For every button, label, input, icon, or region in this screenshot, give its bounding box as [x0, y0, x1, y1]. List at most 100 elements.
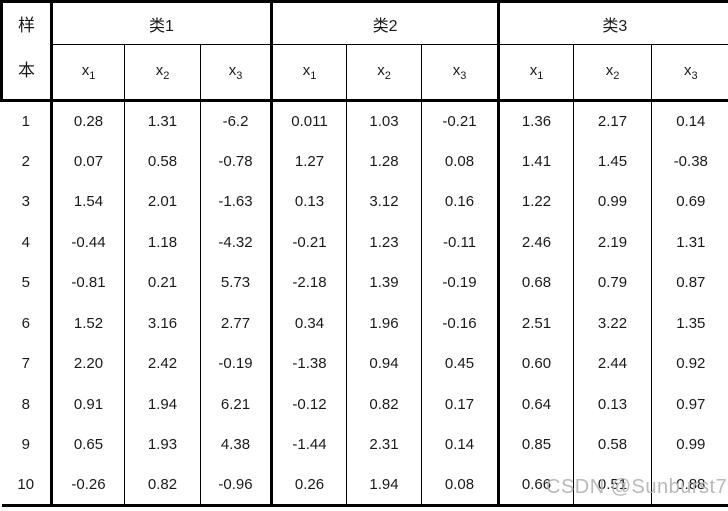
- value-cell: 1.22: [498, 181, 575, 222]
- table-row: 5 -0.81 0.21 5.73 -2.18 1.39 -0.19 0.68 0.79 0.87: [1, 262, 728, 303]
- table-row: 10 -0.26 0.82 -0.96 0.26 1.94 0.08 0.66 0.51 0.88: [1, 465, 728, 506]
- value-cell: 0.65: [51, 424, 125, 465]
- value-cell: -0.81: [51, 262, 125, 303]
- value-cell: 0.58: [124, 141, 201, 182]
- value-cell: 0.94: [346, 343, 423, 384]
- value-cell: 1.94: [346, 465, 423, 506]
- value-cell: 3.16: [124, 303, 201, 344]
- value-cell: 0.99: [573, 181, 653, 222]
- value-cell: 0.85: [498, 424, 575, 465]
- value-cell: 2.20: [51, 343, 125, 384]
- table-row: 8 0.91 1.94 6.21 -0.12 0.82 0.17 0.64 0.13 0.97: [1, 384, 728, 425]
- column-header-x2: x2: [573, 44, 653, 102]
- sample-column-header: 样 本: [0, 1, 53, 102]
- value-cell: -0.78: [200, 141, 274, 182]
- value-cell: 0.87: [676, 274, 706, 292]
- value-cell: 0.17: [421, 384, 501, 425]
- sample-header-char-bottom: 本: [18, 61, 35, 80]
- table-row: 1 0.28 1.31 -6.2 0.011 1.03 -0.21 1.36 2.17 0.14: [1, 100, 728, 141]
- value-cell: 2.42: [124, 343, 201, 384]
- value-cell: -0.96: [200, 465, 274, 506]
- value-cell: 1.31: [124, 100, 201, 141]
- column-header-x3: x3: [651, 44, 728, 102]
- sample-number: 1: [1, 100, 53, 141]
- column-header-x3: x3: [200, 44, 274, 102]
- value-cell: 2.19: [573, 222, 653, 263]
- value-cell: 2.31: [346, 424, 423, 465]
- value-cell: 0.97: [676, 395, 706, 413]
- sample-number: 9: [1, 424, 53, 465]
- value-cell: 0.69: [676, 193, 706, 211]
- group-header-class1: 类1: [51, 1, 274, 46]
- value-cell: 0.82: [346, 384, 423, 425]
- value-cell: 0.91: [51, 384, 125, 425]
- column-header-x1: x1: [498, 44, 575, 102]
- table-row: 7 2.20 2.42 -0.19 -1.38 0.94 0.45 0.60 2.44 0.92: [1, 343, 728, 384]
- value-cell: 1.94: [124, 384, 201, 425]
- value-cell: 1.23: [346, 222, 423, 263]
- value-cell: -6.2: [200, 100, 274, 141]
- header-row-variables: x1 x2 x3 x1 x2 x3 x1 x2 x3: [2, 44, 728, 102]
- sample-number: 7: [1, 343, 53, 384]
- sample-number: 5: [1, 262, 53, 303]
- sample-number: 8: [1, 384, 53, 425]
- column-header-x1: x1: [51, 44, 125, 102]
- value-cell: -0.21: [421, 100, 501, 141]
- value-cell: 0.64: [498, 384, 575, 425]
- value-cell: 0.16: [421, 181, 501, 222]
- value-cell: -1.44: [271, 424, 348, 465]
- value-cell: 1.35: [676, 314, 706, 332]
- value-cell: 1.27: [271, 141, 348, 182]
- value-cell: 0.08: [421, 465, 501, 506]
- group-header-class3: 类3: [498, 1, 728, 46]
- value-cell: -1.63: [200, 181, 274, 222]
- value-cell: 0.13: [573, 384, 653, 425]
- value-cell: -0.19: [200, 343, 274, 384]
- header-row-groups: 样 本 类1 类2 类3: [0, 1, 728, 102]
- value-cell: 0.14: [676, 113, 706, 130]
- value-cell: -0.11: [421, 222, 501, 263]
- value-cell: -0.16: [421, 303, 501, 344]
- value-cell: 0.51: [573, 465, 653, 506]
- value-cell: 0.08: [421, 141, 501, 182]
- value-cell: 2.46: [498, 222, 575, 263]
- value-cell: 1.18: [124, 222, 201, 263]
- table-body: 1 0.28 1.31 -6.2 0.011 1.03 -0.21 1.36 2.17 0.14 2…: [1, 100, 728, 506]
- value-cell: 0.07: [51, 141, 125, 182]
- value-cell: 5.73: [200, 262, 274, 303]
- value-cell: 2.44: [573, 343, 653, 384]
- sample-number: 4: [1, 222, 53, 263]
- value-cell: -4.32: [200, 222, 274, 263]
- sample-number: 2: [1, 141, 53, 182]
- value-cell: 0.58: [573, 424, 653, 465]
- value-cell: 1.28: [346, 141, 423, 182]
- value-cell: 1.45: [573, 141, 653, 182]
- value-cell: 1.03: [346, 100, 423, 141]
- column-header-x1: x1: [271, 44, 348, 102]
- table-row: 4 -0.44 1.18 -4.32 -0.21 1.23 -0.11 2.46 2.19 1.3…: [1, 222, 728, 263]
- value-cell: -0.12: [271, 384, 348, 425]
- value-cell: -1.38: [271, 343, 348, 384]
- value-cell: 0.79: [573, 262, 653, 303]
- value-cell: 0.14: [421, 424, 501, 465]
- value-cell: 0.34: [271, 303, 348, 344]
- value-cell: -2.18: [271, 262, 348, 303]
- column-header-x3: x3: [421, 44, 501, 102]
- value-cell: 2.01: [124, 181, 201, 222]
- value-cell: 1.41: [498, 141, 575, 182]
- value-cell: -0.44: [51, 222, 125, 263]
- column-header-x2: x2: [124, 44, 201, 102]
- value-cell: 0.011: [271, 100, 348, 141]
- value-cell: 0.21: [124, 262, 201, 303]
- value-cell: 0.82: [124, 465, 201, 506]
- value-cell: 0.13: [271, 181, 348, 222]
- value-cell: 0.26: [271, 465, 348, 506]
- sample-header-char-top: 样: [18, 16, 35, 35]
- value-cell: 3.12: [346, 181, 423, 222]
- value-cell: 1.31: [676, 233, 706, 251]
- value-cell: 1.54: [51, 181, 125, 222]
- value-cell: 0.88: [676, 476, 706, 493]
- sample-number: 6: [1, 303, 53, 344]
- value-cell: 3.22: [573, 303, 653, 344]
